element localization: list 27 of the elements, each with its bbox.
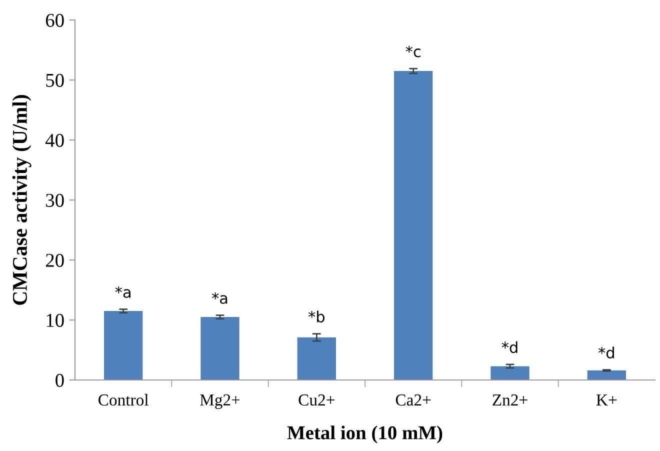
annotation: *d — [598, 346, 614, 359]
x-tick-label: K+ — [596, 394, 617, 406]
bar — [200, 317, 240, 380]
y-tick-label: 40 — [46, 134, 64, 147]
annotation: *c — [406, 46, 420, 58]
x-axis-title: Metal ion (10 mM) — [287, 426, 442, 444]
y-tick-label: 60 — [46, 14, 64, 27]
y-tick-label: 0 — [56, 374, 64, 387]
bar — [587, 370, 626, 380]
y-tick-label: 50 — [46, 74, 64, 87]
annotation: *a — [212, 292, 228, 304]
bar — [490, 366, 530, 380]
bar — [297, 337, 336, 380]
annotation: *d — [502, 341, 518, 354]
x-tick-label: Ca2+ — [396, 394, 431, 406]
y-tick-label: 30 — [46, 194, 64, 207]
y-tick-label: 20 — [46, 254, 64, 267]
annotation: *a — [115, 286, 130, 298]
x-tick-label: Mg2+ — [200, 394, 240, 410]
y-tick-label: 10 — [46, 314, 64, 327]
x-tick-label: Zn2+ — [492, 394, 528, 406]
annotation: *b — [308, 310, 324, 323]
bar — [394, 71, 433, 380]
x-tick-label: Cu2+ — [298, 394, 334, 406]
x-tick-label: Control — [98, 394, 148, 406]
bar — [104, 311, 143, 380]
y-axis-title: CMCase activity (U/ml) — [12, 95, 32, 305]
